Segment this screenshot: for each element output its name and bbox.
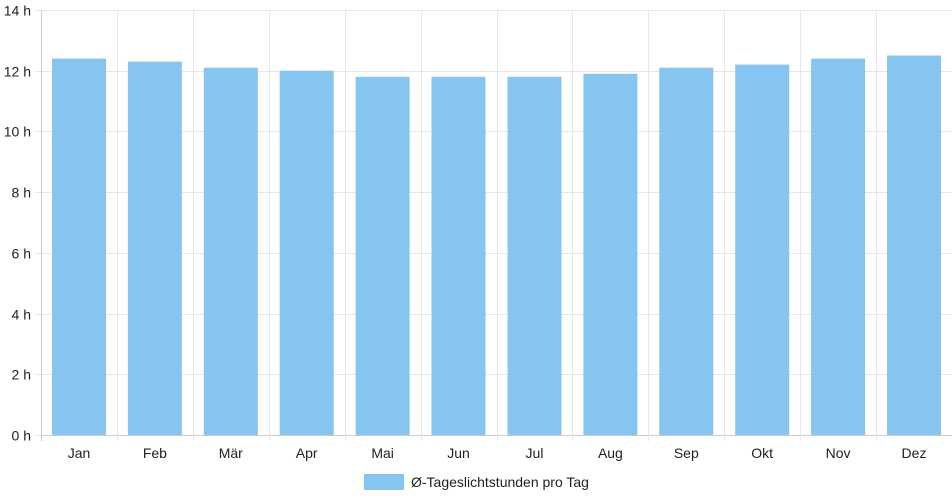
x-tick-label: Jan [68, 445, 91, 461]
bar-nov[interactable] [811, 58, 866, 435]
y-tick-label: 6 h [12, 246, 31, 262]
y-tick-label: 2 h [12, 367, 31, 383]
bar-sep[interactable] [659, 67, 714, 435]
legend-label[interactable]: Ø-Tageslichtstunden pro Tag [411, 474, 589, 490]
x-tick-label: Okt [751, 445, 773, 461]
y-tick-label: 0 h [12, 428, 31, 444]
x-tick-label: Nov [826, 445, 851, 461]
bar-mär[interactable] [203, 67, 258, 435]
x-tick-label: Sep [674, 445, 699, 461]
grid-lines [35, 10, 952, 441]
y-tick-label: 12 h [4, 64, 31, 80]
x-tick-label: Jun [447, 445, 470, 461]
x-tick-label: Aug [598, 445, 623, 461]
x-tick-label: Mai [371, 445, 394, 461]
y-tick-label: 10 h [4, 124, 31, 140]
x-tick-label: Mär [219, 445, 243, 461]
x-tick-label: Feb [143, 445, 167, 461]
x-tick-label: Apr [296, 445, 318, 461]
bar-jan[interactable] [52, 58, 106, 435]
bar-jun[interactable] [431, 76, 486, 436]
bar-dez[interactable] [887, 55, 941, 436]
bar-jul[interactable] [507, 76, 562, 436]
x-tick-label: Jul [526, 445, 544, 461]
y-tick-label: 4 h [12, 307, 31, 323]
bar-mai[interactable] [355, 76, 410, 436]
bar-okt[interactable] [735, 64, 790, 435]
x-axis-ticks: Jan Feb Mär Apr Mai Jun Jul Aug Sep Okt Nov Dez [68, 445, 927, 461]
y-axis-ticks: 0 h 2 h 4 h 6 h 8 h 10 h 12 h 14 h [4, 3, 31, 444]
y-tick-label: 8 h [12, 185, 31, 201]
bar-feb[interactable] [127, 61, 182, 435]
x-tick-label: Dez [902, 445, 927, 461]
legend[interactable]: Ø-Tageslichtstunden pro Tag [364, 474, 589, 490]
bar-apr[interactable] [279, 70, 334, 435]
legend-swatch[interactable] [364, 474, 404, 490]
bar-series [52, 55, 941, 436]
y-tick-label: 14 h [4, 3, 31, 19]
bar-aug[interactable] [583, 73, 638, 436]
